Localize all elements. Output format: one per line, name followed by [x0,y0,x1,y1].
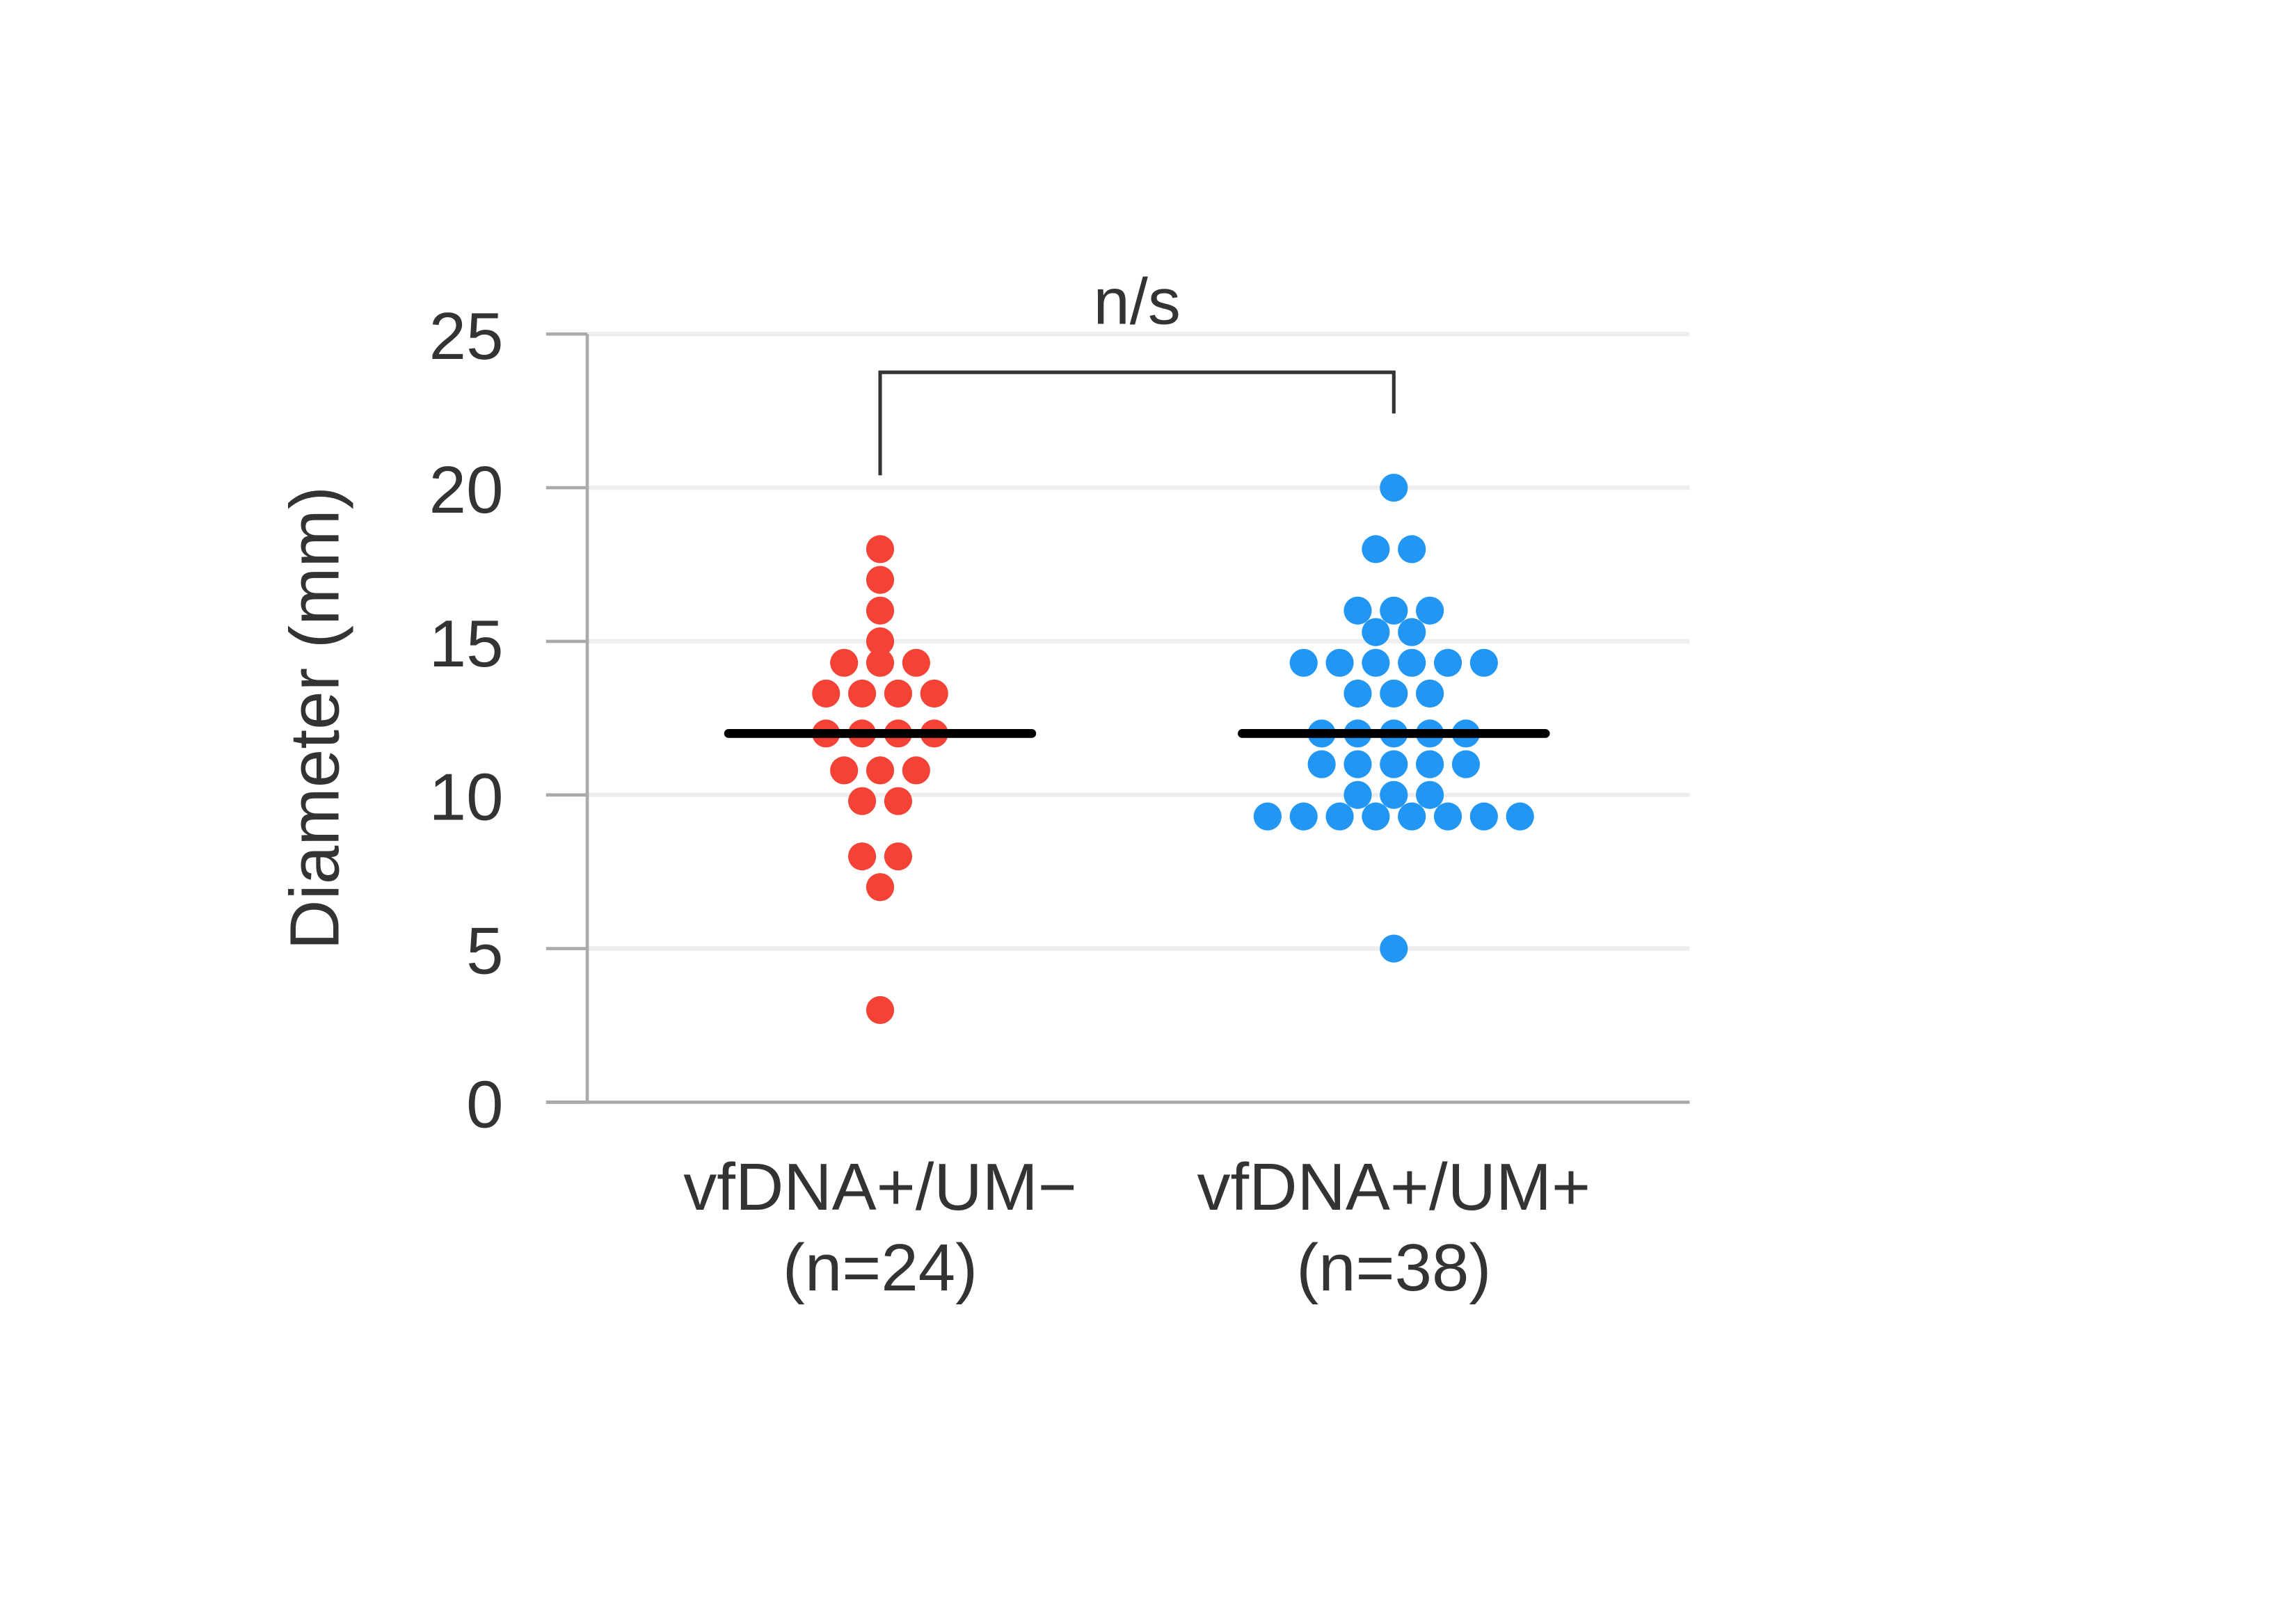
data-point [1416,596,1444,625]
y-tick-label: 0 [466,1067,503,1142]
data-point [1433,648,1462,677]
data-point [847,787,877,815]
data-point [902,756,930,785]
data-point [1362,802,1390,831]
data-point [920,679,948,708]
significance-bracket [878,370,1396,476]
data-point [866,648,895,677]
data-point [830,648,859,677]
data-point [1325,802,1354,831]
data-point [1469,648,1498,677]
data-point [866,627,895,655]
significance-label: n/s [1093,264,1180,337]
data-points [812,473,1534,1025]
data-point [1362,618,1390,646]
data-point [1380,781,1408,809]
data-point [1451,750,1481,778]
data-point [902,648,930,677]
data-point [812,679,840,708]
data-point [1416,750,1444,778]
data-point [866,535,895,563]
data-point [1344,596,1372,625]
data-point [1380,750,1408,778]
category-label: vfDNA+/UM− [683,1150,1076,1224]
y-axis-title: Diameter (mm) [276,486,354,950]
data-point [1307,750,1336,778]
data-point [884,787,913,815]
data-point [1398,802,1426,831]
y-tick-label: 15 [429,607,504,681]
data-point [1289,802,1318,831]
data-point [866,596,895,625]
data-point [884,842,913,871]
data-point [1469,802,1498,831]
data-point [1398,618,1426,646]
y-tick-label: 25 [429,299,504,374]
data-point [1380,934,1408,963]
data-point [830,756,859,785]
data-point [1416,781,1444,809]
data-point [866,566,895,594]
data-point [1253,802,1282,831]
data-point [1380,679,1408,708]
data-point [1344,679,1372,708]
data-point [1380,596,1408,625]
data-point [866,873,895,902]
data-point [1362,648,1390,677]
data-point [1344,750,1372,778]
labels: 0 5 10 15 20 25 Diameter (mm) vfDNA+/UM−(n=24) v… [276,264,1591,1305]
y-tick-label: 10 [429,760,504,835]
data-point [1416,679,1444,708]
y-tick-label: 5 [466,914,503,989]
data-point [1398,535,1426,563]
data-point [1362,535,1390,563]
data-point [866,995,895,1025]
data-point [1506,802,1534,831]
category-label: vfDNA+/UM+ [1197,1150,1591,1224]
data-point [1289,648,1318,677]
data-point [1344,781,1372,809]
data-point [866,756,895,785]
bracket-line [878,370,1396,476]
category-n-label: (n=24) [783,1231,978,1305]
y-tick-label: 20 [429,453,504,527]
category-n-label: (n=38) [1296,1231,1491,1305]
data-point [1325,648,1354,677]
gridlines [587,332,1690,951]
data-point [1380,473,1408,502]
data-point [1433,802,1462,831]
data-point [1398,648,1426,677]
data-point [847,679,877,708]
data-point [847,842,877,871]
data-point [884,679,913,708]
axes [545,332,1690,1104]
